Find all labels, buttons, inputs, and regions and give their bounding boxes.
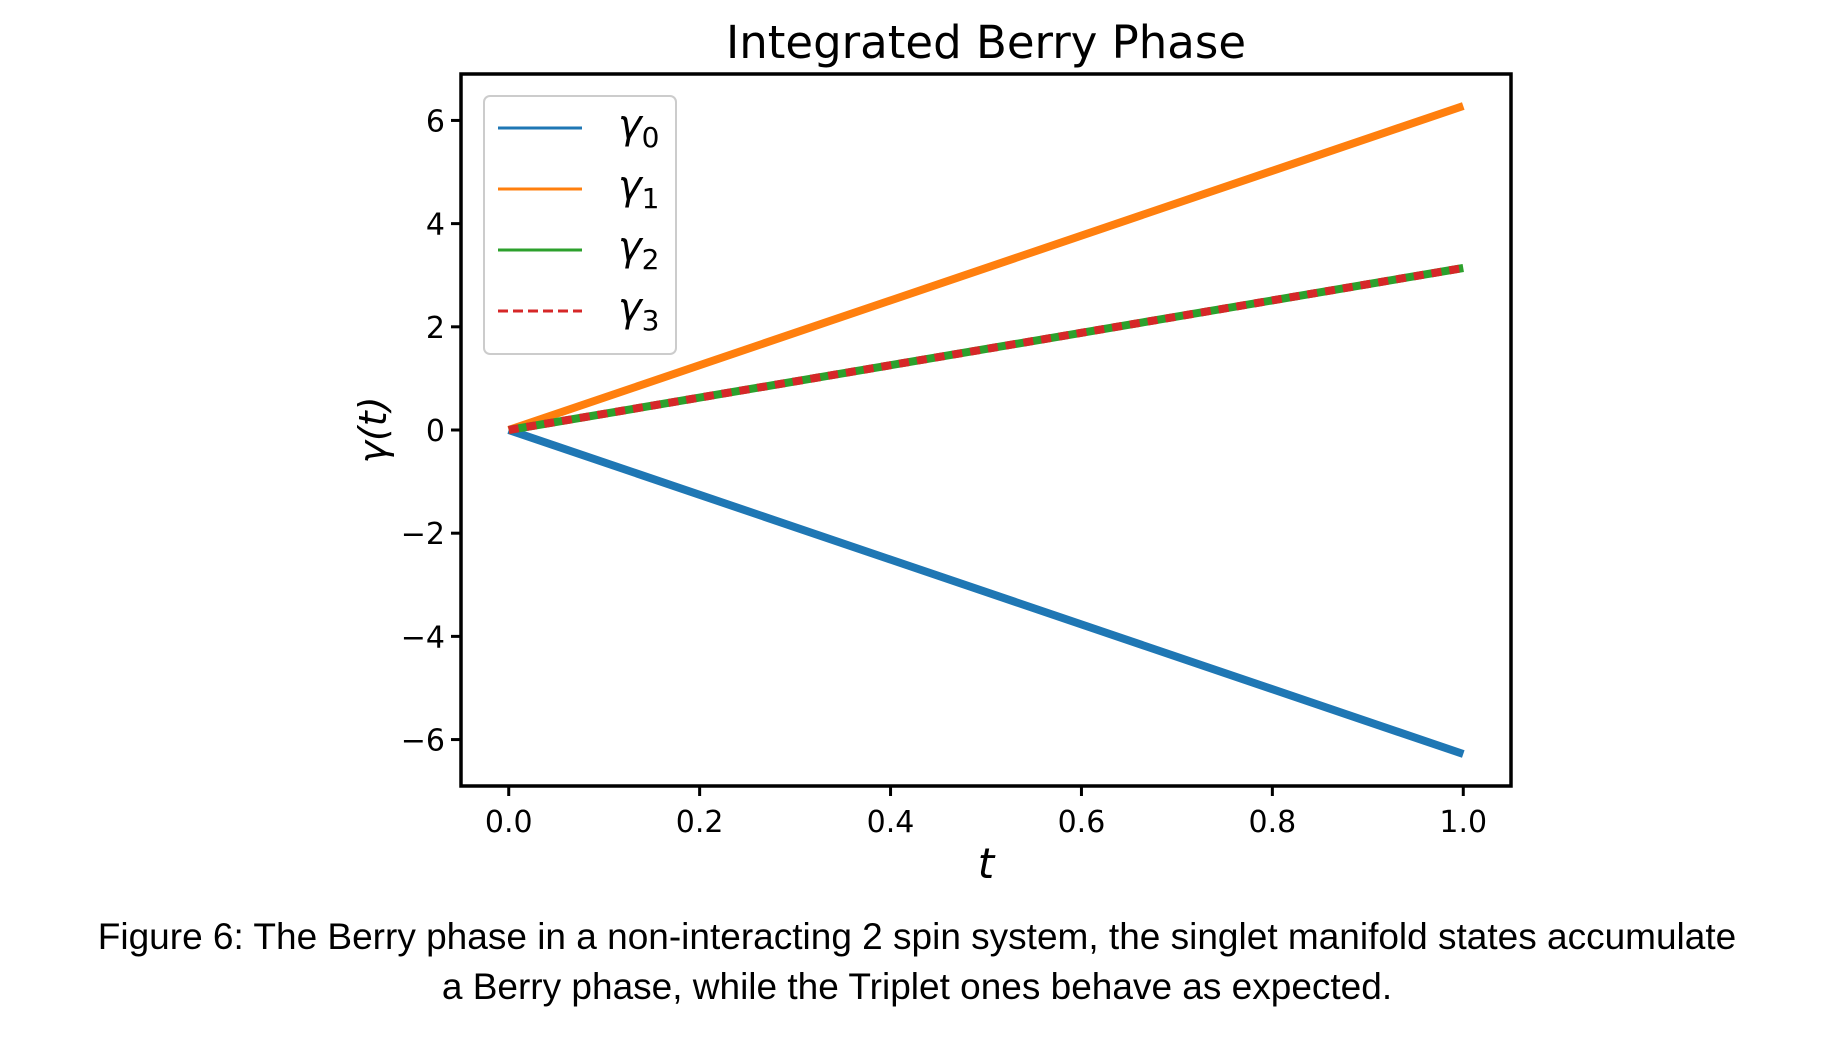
legend-label-subscript: 0	[642, 121, 660, 154]
x-tick-label: 0.0	[485, 805, 533, 840]
y-axis-label: γ(t)	[351, 396, 395, 463]
x-axis-ticks: 0.0 0.2 0.4 0.6 0.8 1.0	[485, 786, 1487, 840]
x-tick-label: 0.4	[867, 805, 915, 840]
y-tick-label: 2	[426, 311, 445, 346]
caption-line-2: a Berry phase, while the Triplet ones be…	[441, 966, 1393, 1007]
series-line-gamma-2	[508, 264, 1464, 434]
plot-series	[507, 102, 1465, 758]
y-tick-label: −4	[401, 620, 445, 655]
y-tick-label: 0	[426, 414, 445, 449]
x-axis-label: t	[978, 839, 996, 880]
x-tick-label: 0.8	[1249, 805, 1297, 840]
legend-box	[483, 95, 677, 355]
figure-caption: Figure 6: The Berry phase in a non-inter…	[0, 912, 1834, 1012]
y-tick-label: −2	[401, 517, 445, 552]
y-tick-label: 6	[426, 104, 445, 139]
legend-label-subscript: 2	[642, 243, 660, 276]
x-tick-label: 0.2	[676, 805, 724, 840]
legend-label-subscript: 1	[642, 182, 660, 215]
caption-line-1: Figure 6: The Berry phase in a non-inter…	[97, 916, 1737, 957]
chart-title: Integrated Berry Phase	[726, 16, 1246, 69]
series-line-gamma-0	[507, 426, 1465, 758]
x-tick-label: 1.0	[1439, 805, 1487, 840]
series-line-gamma-1	[507, 102, 1465, 434]
x-tick-label: 0.6	[1058, 805, 1106, 840]
y-axis-ticks: 6 4 2 0 −2 −4 −6	[401, 104, 461, 759]
y-tick-label: −6	[401, 724, 445, 759]
legend-label-subscript: 3	[642, 304, 660, 337]
chart: Integrated Berry Phase 0.0 0.2 0.4 0.6 0.8 1.…	[351, 16, 1513, 888]
y-tick-label: 4	[426, 208, 445, 243]
